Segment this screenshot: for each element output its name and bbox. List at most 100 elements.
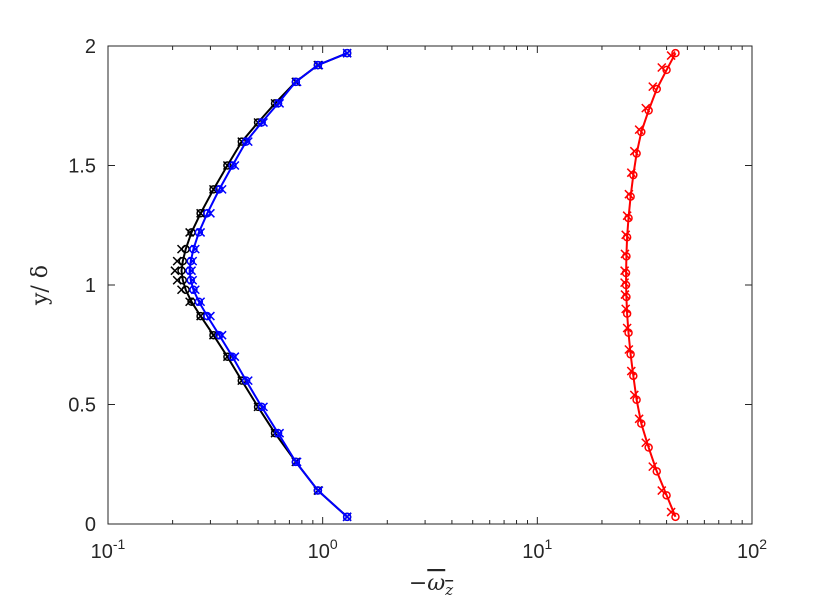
data-point [629,390,639,400]
data-point [291,77,301,87]
series-line [188,52,348,518]
data-point [657,486,667,496]
data-point [196,227,206,237]
data-point [178,275,188,285]
y-tick-label: 2 [85,36,96,58]
data-point [657,62,667,73]
data-point [205,311,215,321]
x-tick-label: 102 [737,536,767,563]
y-tick-label: 1.5 [68,156,96,178]
data-point [257,402,266,412]
data-point [313,486,323,495]
x-tick-label: 10-1 [91,536,126,563]
y-tick-label: 0 [85,514,96,536]
data-point [620,266,630,276]
data-point [621,304,631,314]
data-point [258,117,269,128]
series-layer [170,48,680,522]
data-point [629,146,639,156]
data-point [223,352,232,361]
data-point [205,208,215,218]
data-point [273,428,283,438]
data-point [666,507,676,517]
data-point [626,366,636,376]
data-point [671,48,680,58]
data-point [241,376,251,385]
data-point [624,344,634,355]
ticks-layer: 10-1 100 101 102 0 0.5 1 1.5 2 [68,36,767,563]
data-point [186,275,196,285]
data-point [648,82,658,92]
data-point [292,77,302,87]
data-point [186,256,196,266]
data-point [620,290,630,300]
data-point [177,266,186,275]
data-point [662,491,671,500]
data-point [257,118,266,127]
series-5 [620,51,676,517]
data-point [181,285,190,295]
data-point [671,512,680,522]
data-point [228,352,237,361]
plot-area [108,46,752,524]
data-point [194,228,204,237]
data-point [209,330,218,340]
y-tick-label: 0.5 [68,395,96,417]
data-point [626,168,636,178]
data-point [634,414,644,424]
data-point [342,48,352,58]
data-point [666,51,676,61]
data-point [648,462,658,472]
data-point [275,98,285,108]
data-point [632,149,641,158]
data-point [190,244,200,254]
data-point [189,285,198,295]
data-point [652,467,662,476]
data-point [187,266,197,276]
data-point [196,297,206,307]
data-point [170,266,180,276]
data-point [217,184,227,194]
data-point [644,106,653,115]
data-point [620,278,630,288]
data-point [185,266,194,275]
data-point [275,428,285,438]
data-point [181,244,190,254]
series-2 [185,48,352,522]
data-point [228,161,237,170]
series-3 [187,48,352,522]
data-point [223,161,232,170]
data-point [230,352,240,362]
data-point [634,125,644,135]
x-axis-label: −ωz [409,571,453,599]
data-point [620,249,630,259]
data-point [621,230,631,240]
data-point [209,185,218,194]
data-point [188,275,198,285]
data-point [622,211,632,221]
series-4 [621,48,680,522]
data-point [190,285,200,295]
data-point [342,48,352,58]
data-point [342,512,352,522]
data-point [292,457,302,467]
data-point [314,486,324,496]
data-point [241,137,251,146]
data-point [622,323,632,333]
x-tick-label: 100 [308,536,338,563]
data-point [243,376,253,386]
data-point [178,256,188,266]
data-point [641,103,651,113]
data-point [194,297,204,306]
data-point [188,256,198,266]
data-point [217,330,227,340]
y-axis-label: y/ δ [28,265,53,306]
data-point [342,512,352,522]
data-point [313,60,323,70]
data-point [314,60,324,70]
data-point [273,99,283,108]
data-point [291,457,301,467]
data-point [662,65,671,75]
data-point [243,137,253,147]
